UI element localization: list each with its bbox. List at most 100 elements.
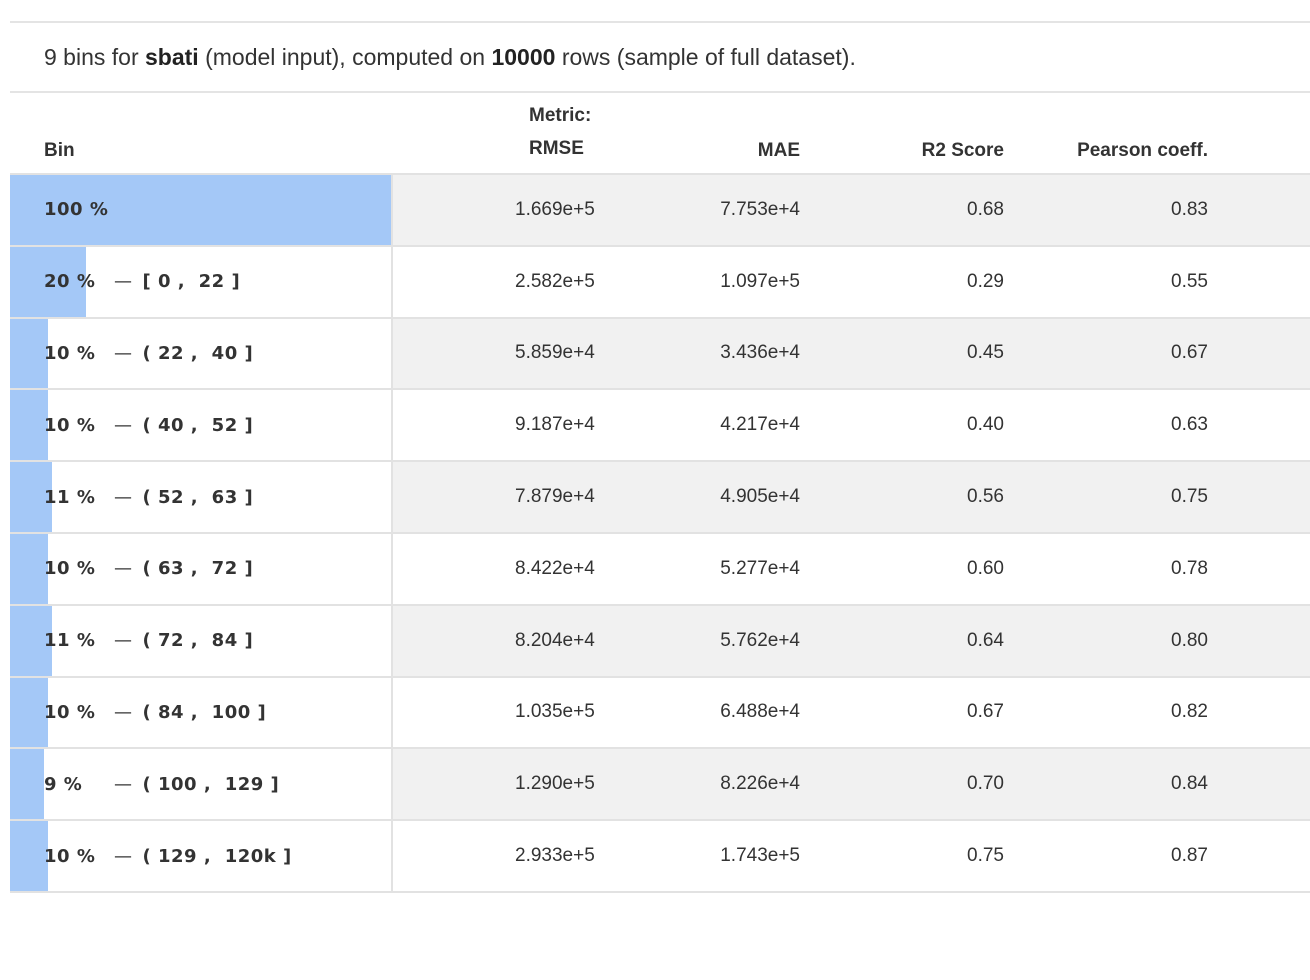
bin-cell: 20 % — [ 0 , 22 ] <box>10 246 391 317</box>
column-divider <box>391 749 393 820</box>
bin-separator: — <box>114 773 133 795</box>
column-divider <box>391 318 393 389</box>
rmse-value: 8.204e+4 <box>515 629 595 651</box>
bin-proportion-bar <box>10 533 49 604</box>
mae-value: 8.226e+4 <box>720 773 800 795</box>
bin-cell: 10 % — ( 22 , 40 ] <box>10 318 391 389</box>
bin-separator: — <box>114 271 133 293</box>
bin-label: 10 % — ( 63 , 72 ] <box>44 534 253 604</box>
rmse-value: 5.859e+4 <box>515 342 595 364</box>
header-pearson-coeff: Pearson coeff. <box>1077 140 1208 161</box>
bin-cell: 10 % — ( 84 , 100 ] <box>10 677 391 748</box>
table-header: Bin Metric: RMSE MAE R2 Score Pearson co… <box>10 93 1310 173</box>
mae-value: 4.217e+4 <box>720 414 800 436</box>
pearson-coeff-value: 0.83 <box>1171 198 1208 220</box>
bin-proportion-bar <box>10 246 87 317</box>
table-row: 9 % — ( 100 , 129 ] 1.290e+5 8.226e+4 0.70 0.8… <box>10 749 1310 822</box>
bin-proportion-bar <box>10 677 49 748</box>
bin-cell: 11 % — ( 52 , 63 ] <box>10 462 391 532</box>
bin-percent: 10 % <box>44 845 96 867</box>
rmse-value: 1.035e+5 <box>515 701 595 723</box>
bin-proportion-bar <box>10 462 52 532</box>
column-divider <box>391 390 393 461</box>
mae-value: 6.488e+4 <box>720 701 800 723</box>
summary-prefix: 9 bins for <box>44 44 145 70</box>
column-divider <box>391 821 393 891</box>
pearson-coeff-value: 0.75 <box>1171 486 1208 508</box>
header-r2-score: R2 Score <box>921 140 1004 161</box>
top-divider <box>10 21 1310 23</box>
bin-separator: — <box>114 701 133 723</box>
r2-score-value: 0.45 <box>967 342 1004 364</box>
table-row: 11 % — ( 72 , 84 ] 8.204e+4 5.762e+4 0.64 0.80 <box>10 605 1310 678</box>
rmse-value: 7.879e+4 <box>515 486 595 508</box>
pearson-coeff-value: 0.63 <box>1171 414 1208 436</box>
bin-percent: 10 % <box>44 342 96 364</box>
rmse-value: 9.187e+4 <box>515 414 595 436</box>
r2-score-value: 0.75 <box>967 845 1004 867</box>
bin-percent: 10 % <box>44 558 96 580</box>
column-divider <box>391 462 393 532</box>
r2-score-value: 0.60 <box>967 557 1004 579</box>
column-divider <box>391 677 393 748</box>
pearson-coeff-value: 0.82 <box>1171 701 1208 723</box>
bin-cell: 10 % — ( 40 , 52 ] <box>10 390 391 461</box>
column-divider <box>391 533 393 604</box>
bin-label: 11 % — ( 72 , 84 ] <box>44 606 253 676</box>
table-row: 10 % — ( 40 , 52 ] 9.187e+4 4.217e+4 0.40 0.63 <box>10 390 1310 463</box>
rmse-value: 2.933e+5 <box>515 845 595 867</box>
bin-proportion-bar <box>10 390 49 461</box>
table-row: 10 % — ( 63 , 72 ] 8.422e+4 5.277e+4 0.60 0.78 <box>10 533 1310 606</box>
bin-label: 10 % — ( 40 , 52 ] <box>44 390 253 460</box>
bin-range: ( 100 , 129 ] <box>142 773 280 795</box>
bin-range: [ 0 , 22 ] <box>142 271 241 293</box>
bin-percent: 20 % <box>44 271 96 293</box>
bin-separator: — <box>114 414 133 436</box>
bin-percent: 100 % <box>44 199 109 221</box>
rmse-value: 2.582e+5 <box>515 270 595 292</box>
rmse-value: 1.669e+5 <box>515 198 595 220</box>
r2-score-value: 0.56 <box>967 486 1004 508</box>
header-metric-label: Metric: <box>529 105 592 126</box>
mae-value: 4.905e+4 <box>720 486 800 508</box>
r2-score-value: 0.40 <box>967 414 1004 436</box>
bin-range: ( 129 , 120k ] <box>142 845 292 867</box>
bin-separator: — <box>114 342 133 364</box>
bin-label: 10 % — ( 22 , 40 ] <box>44 319 253 389</box>
table-row: 10 % — ( 22 , 40 ] 5.859e+4 3.436e+4 0.45 0.67 <box>10 318 1310 391</box>
bin-proportion-bar <box>10 821 49 891</box>
pearson-coeff-value: 0.87 <box>1171 845 1208 867</box>
bin-range: ( 84 , 100 ] <box>142 701 267 723</box>
pearson-coeff-value: 0.78 <box>1171 557 1208 579</box>
header-bin: Bin <box>44 140 75 161</box>
bin-range: ( 52 , 63 ] <box>142 486 254 508</box>
mae-value: 5.277e+4 <box>720 557 800 579</box>
bin-proportion-bar <box>10 175 391 245</box>
mae-value: 1.743e+5 <box>720 845 800 867</box>
column-divider <box>391 175 393 245</box>
bin-label: 10 % — ( 129 , 120k ] <box>44 821 292 891</box>
bin-separator: — <box>114 486 133 508</box>
header-divider <box>10 91 1310 93</box>
bin-proportion-bar <box>10 318 49 389</box>
summary-text: 9 bins for sbati (model input), computed… <box>44 44 856 71</box>
bin-range: ( 72 , 84 ] <box>142 630 254 652</box>
mae-value: 5.762e+4 <box>720 629 800 651</box>
column-divider <box>391 246 393 317</box>
pearson-coeff-value: 0.67 <box>1171 342 1208 364</box>
bin-percent: 10 % <box>44 701 96 723</box>
header-mae: MAE <box>757 140 800 161</box>
bin-range: ( 40 , 52 ] <box>142 414 254 436</box>
bin-label: 9 % — ( 100 , 129 ] <box>44 749 279 819</box>
pearson-coeff-value: 0.80 <box>1171 629 1208 651</box>
r2-score-value: 0.68 <box>967 198 1004 220</box>
r2-score-value: 0.67 <box>967 701 1004 723</box>
table-row: 20 % — [ 0 , 22 ] 2.582e+5 1.097e+5 0.29 0.55 <box>10 246 1310 319</box>
bin-proportion-bar <box>10 749 45 820</box>
r2-score-value: 0.70 <box>967 773 1004 795</box>
summary-suffix: rows (sample of full dataset). <box>555 44 856 70</box>
rmse-value: 1.290e+5 <box>515 773 595 795</box>
header-rmse: RMSE <box>529 138 584 159</box>
summary-feature: sbati <box>145 44 199 70</box>
bin-cell: 9 % — ( 100 , 129 ] <box>10 749 391 820</box>
